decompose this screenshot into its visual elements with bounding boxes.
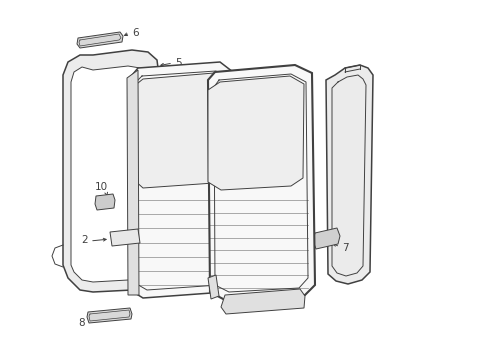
Text: 10: 10 xyxy=(95,182,108,192)
Polygon shape xyxy=(110,229,140,246)
Polygon shape xyxy=(77,32,123,48)
Text: 3: 3 xyxy=(231,273,238,283)
Polygon shape xyxy=(128,62,235,298)
Text: 7: 7 xyxy=(341,243,348,253)
Polygon shape xyxy=(71,66,148,282)
Polygon shape xyxy=(325,65,372,284)
Polygon shape xyxy=(221,289,305,314)
Polygon shape xyxy=(207,76,304,190)
Polygon shape xyxy=(127,70,139,295)
Polygon shape xyxy=(133,73,224,188)
Polygon shape xyxy=(207,275,219,299)
Text: 6: 6 xyxy=(132,28,138,38)
Polygon shape xyxy=(207,65,314,300)
Text: 8: 8 xyxy=(78,318,85,328)
Text: 4: 4 xyxy=(145,226,151,236)
Polygon shape xyxy=(87,308,132,323)
Polygon shape xyxy=(95,194,115,210)
Text: 5: 5 xyxy=(175,58,181,68)
Text: 9: 9 xyxy=(305,83,311,93)
Text: 2: 2 xyxy=(81,235,88,245)
Polygon shape xyxy=(63,50,158,292)
Text: 1: 1 xyxy=(231,295,238,305)
Polygon shape xyxy=(312,228,339,249)
